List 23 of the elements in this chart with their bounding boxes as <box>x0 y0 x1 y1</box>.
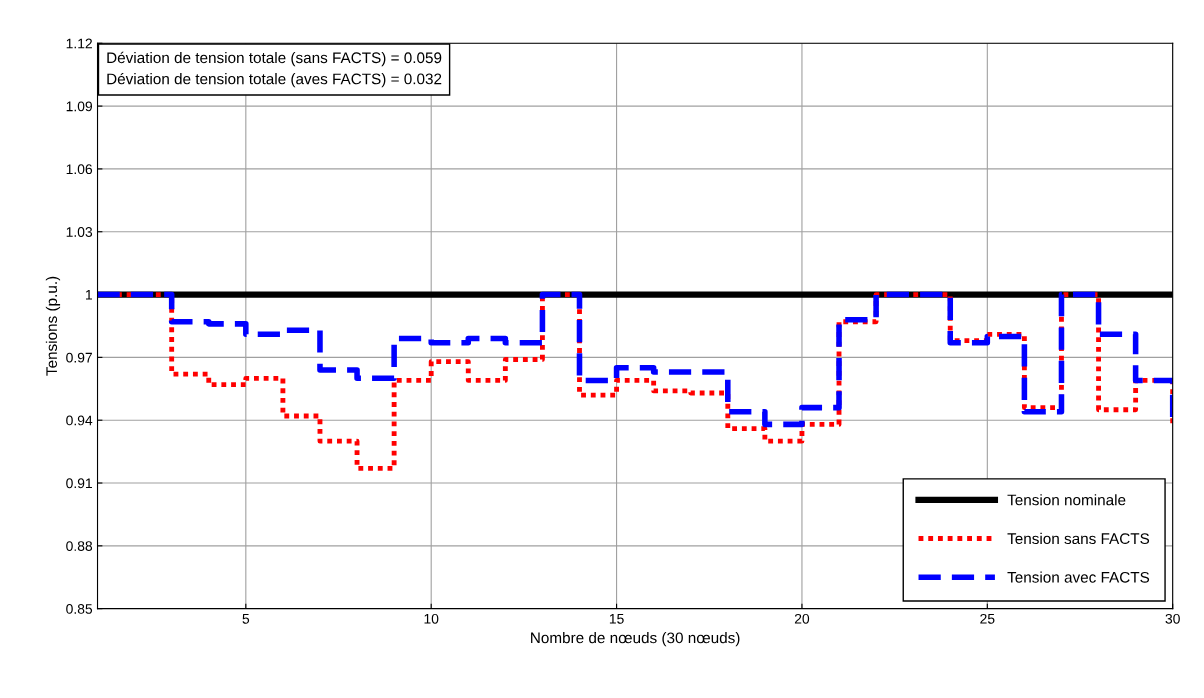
y-tick-label: 0.97 <box>66 352 92 363</box>
x-tick-label: 30 <box>1165 613 1180 624</box>
x-tick-label: 10 <box>424 613 439 624</box>
x-tick-label: 5 <box>242 614 250 624</box>
y-tick-label: 0.88 <box>66 541 93 552</box>
x-tick-label: 20 <box>794 613 810 624</box>
legend-label: Tension avec FACTS <box>1007 571 1150 583</box>
x-tick-label: 15 <box>609 614 624 624</box>
annotation: Déviation de tension totale (aves FACTS) = 0.032 <box>107 72 442 88</box>
y-tick-label: 0.85 <box>66 603 93 614</box>
x-axis-title: Nombre de nœuds (30 nœuds) <box>531 632 740 647</box>
legend-label: Tension sans FACTS <box>1007 532 1150 545</box>
y-tick-label: 1.09 <box>66 101 93 112</box>
x-tick-label: 25 <box>980 613 995 624</box>
y-axis-title: Tensions (p.u.) <box>45 276 61 376</box>
annotation: Déviation de tension totale (sans FACTS) = 0.059 <box>107 51 442 67</box>
y-tick-label: 1.12 <box>66 38 92 49</box>
y-tick-label: 1.03 <box>66 227 93 237</box>
y-tick-label: 0.91 <box>66 478 92 489</box>
legend-label: Tension nominale <box>1007 494 1126 506</box>
y-tick-label: 1 <box>86 290 92 300</box>
y-tick-label: 1.06 <box>66 164 93 175</box>
y-tick-label: 0.94 <box>66 415 93 426</box>
